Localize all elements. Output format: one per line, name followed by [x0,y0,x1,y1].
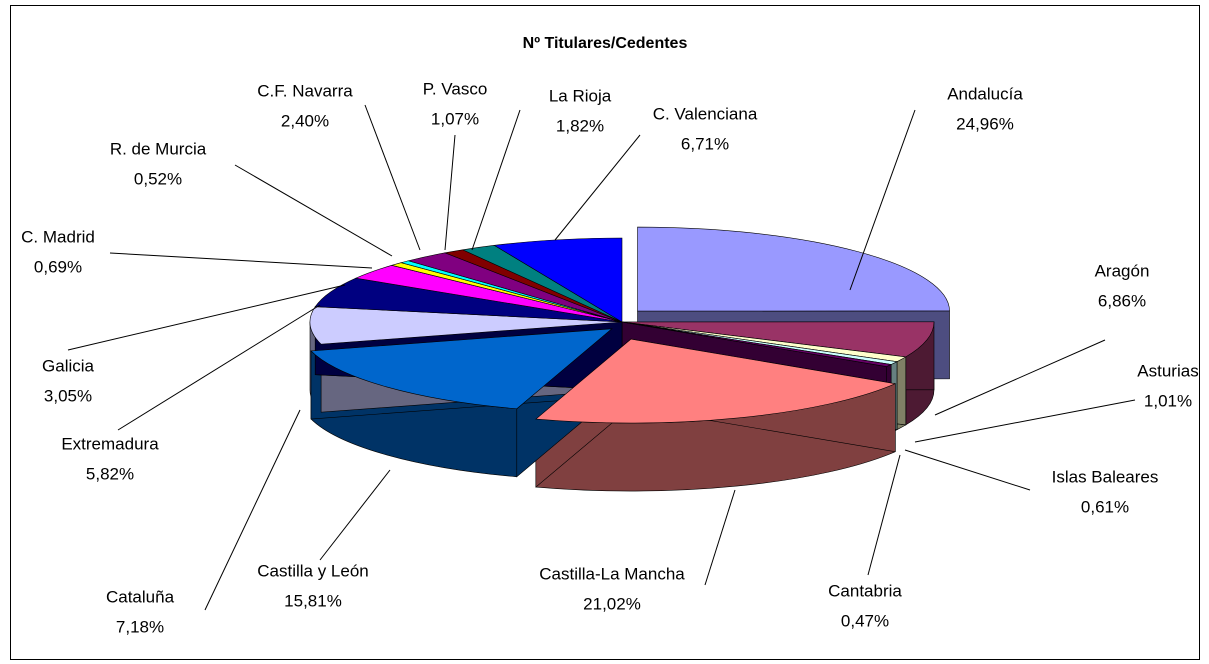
slice [493,237,623,323]
slice-label: C. Madrid [21,227,95,246]
slice-label: Islas Baleares [1052,467,1159,486]
leader-line [849,109,916,291]
value-label: 5,82% [86,464,134,483]
value-label: 1,01% [1144,391,1192,410]
chart-title: Nº Titulares/Cedentes [523,35,688,52]
slice-label: Cantabria [828,581,902,600]
leader-line [67,284,346,351]
leader-line [109,252,373,269]
leader-line [867,454,901,576]
leader-line [444,134,456,251]
value-label: 21,02% [583,594,641,613]
leader-line [904,449,1031,491]
slice-label: Galicia [42,356,95,375]
slice-label: La Rioja [549,86,612,105]
slice-label: Asturias [1137,361,1198,380]
value-label: 0,47% [841,611,889,630]
slice-label: R. de Murcia [110,139,207,158]
value-label: 3,05% [44,386,92,405]
slice-label: Castilla y León [257,561,369,580]
leader-line [554,134,641,241]
value-label: 1,07% [431,109,479,128]
value-label: 0,69% [34,257,82,276]
value-label: 24,96% [956,114,1014,133]
value-label: 6,71% [681,134,729,153]
leader-line [117,304,321,431]
leader-line [364,104,421,251]
slice [621,321,935,358]
slice-label: Castilla-La Mancha [539,564,685,583]
slice-label: Andalucía [947,84,1023,103]
leader-line [319,469,391,561]
slice [535,338,897,424]
slice-label: Aragón [1095,261,1150,280]
value-label: 0,52% [134,169,182,188]
leader-line [471,109,521,251]
leader-line [204,409,301,611]
value-label: 6,86% [1098,291,1146,310]
value-label: 7,18% [116,617,164,636]
slice [310,328,613,410]
slice-label: P. Vasco [423,79,488,98]
leader-line [934,339,1106,416]
slice [637,226,950,312]
value-label: 1,82% [556,116,604,135]
slice-label: Extremadura [61,434,159,453]
slice-label: C.F. Navarra [257,81,353,100]
leader-line [234,164,393,257]
value-label: 15,81% [284,591,342,610]
value-label: 2,40% [281,111,329,130]
leader-line [704,489,736,586]
leader-line [914,399,1136,443]
slice-label: Cataluña [106,587,175,606]
slice-label: C. Valenciana [653,104,758,123]
slice [621,321,893,367]
value-label: 0,61% [1081,497,1129,516]
